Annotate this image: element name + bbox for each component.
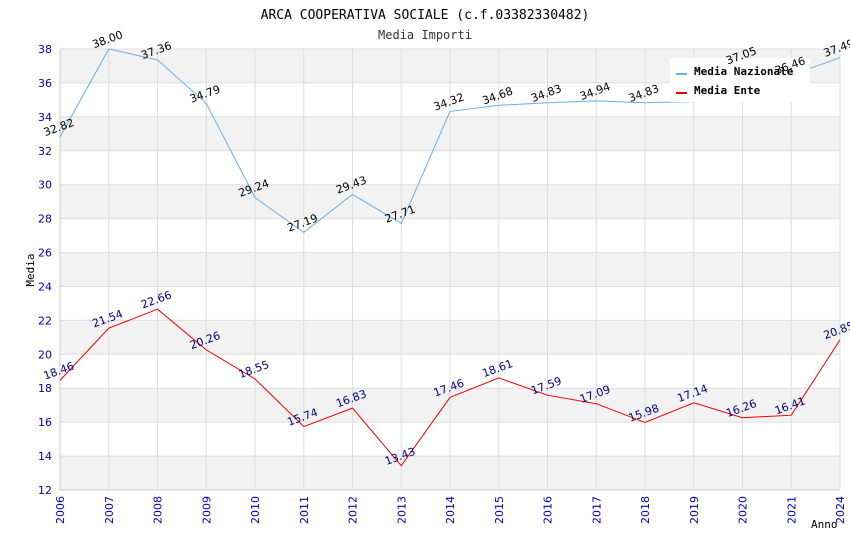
- data-label: 34.94: [578, 80, 612, 103]
- data-label: 34.68: [481, 85, 515, 108]
- y-tick-label: 38: [38, 43, 52, 56]
- y-tick-label: 26: [38, 247, 52, 260]
- y-tick-label: 36: [38, 77, 52, 90]
- x-tick-label: 2008: [152, 496, 165, 524]
- legend-label: Media Ente: [694, 84, 761, 97]
- y-tick-labels: 12 14 16 18 20 22 24 26 28 30 32 34 36 38: [38, 43, 52, 497]
- legend: Media Nazionale Media Ente: [670, 58, 810, 102]
- data-label: 38.00: [91, 28, 125, 51]
- x-tick-label: 2010: [249, 496, 262, 524]
- x-tick-label: 2020: [737, 496, 750, 524]
- x-tick-label: 2015: [493, 496, 506, 524]
- x-tick-label: 2009: [200, 496, 213, 524]
- x-axis-label: Anno: [811, 518, 838, 531]
- y-tick-label: 18: [38, 382, 52, 395]
- x-tick-label: 2018: [639, 496, 652, 524]
- x-tick-label: 2016: [542, 496, 555, 524]
- x-tick-label: 2019: [688, 496, 701, 524]
- y-tick-label: 34: [38, 111, 52, 124]
- y-tick-label: 24: [38, 280, 52, 293]
- y-tick-label: 20: [38, 348, 52, 361]
- y-tick-label: 28: [38, 213, 52, 226]
- x-tick-label: 2007: [103, 496, 116, 524]
- y-tick-label: 16: [38, 416, 52, 429]
- x-tick-label: 2021: [785, 496, 798, 524]
- chart-title: ARCA COOPERATIVA SOCIALE (c.f.0338233048…: [261, 8, 590, 23]
- x-tick-label: 2024: [834, 496, 847, 524]
- x-tick-labels: 2006 2007 2008 2009 2010 2011 2012 2013 2014 2015…: [54, 496, 847, 524]
- y-tick-label: 14: [38, 450, 52, 463]
- y-tick-label: 30: [38, 179, 52, 192]
- chart-subtitle: Media Importi: [378, 28, 472, 42]
- x-tick-label: 2011: [298, 496, 311, 524]
- data-label: 34.83: [627, 82, 661, 105]
- x-tick-label: 2006: [54, 496, 67, 524]
- x-tick-label: 2013: [395, 496, 408, 524]
- series-line-1: [59, 308, 841, 467]
- y-tick-label: 12: [38, 484, 52, 497]
- legend-label: Media Nazionale: [694, 65, 794, 78]
- data-label: 22.66: [139, 288, 173, 311]
- data-label: 18.61: [481, 357, 515, 380]
- legend-box: [670, 58, 810, 102]
- data-label: 18.46: [42, 360, 76, 383]
- y-tick-label: 22: [38, 314, 52, 327]
- x-tick-label: 2017: [590, 496, 603, 524]
- y-tick-label: 32: [38, 145, 52, 158]
- x-tick-label: 2012: [347, 496, 360, 524]
- x-tick-label: 2014: [444, 496, 457, 524]
- data-label: 34.83: [529, 82, 563, 105]
- y-axis-label: Media: [24, 253, 37, 286]
